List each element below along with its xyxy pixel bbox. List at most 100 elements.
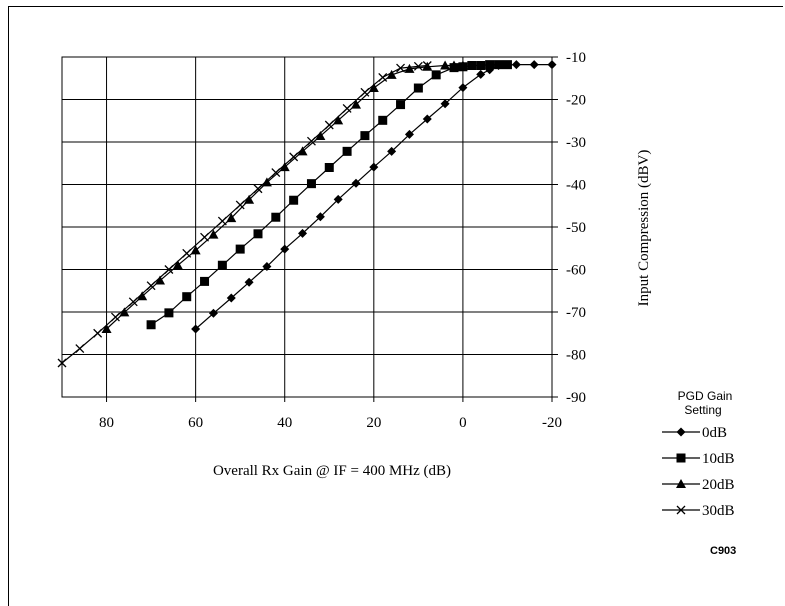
data-point-0db: [351, 178, 361, 188]
data-point-20db: [172, 260, 183, 270]
data-point-10db: [146, 320, 156, 330]
data-point-10db: [182, 292, 192, 302]
data-point-30db: [360, 87, 370, 97]
series-group: [57, 60, 557, 368]
x-marker-stroke: [93, 328, 103, 338]
legend: PGD Gain Setting 0dB 10dB 20dB 30dB: [662, 389, 735, 519]
data-point-10db: [306, 179, 316, 189]
data-point-30db: [253, 184, 263, 194]
y-axis-title: Input Compression (dBV): [636, 150, 652, 307]
x-marker-stroke: [342, 103, 352, 113]
grid: [62, 57, 552, 397]
x-marker-stroke: [128, 297, 138, 307]
data-point-0db: [333, 194, 343, 204]
data-point-30db: [422, 61, 432, 70]
data-point-10db: [378, 115, 388, 125]
legend-item-10db: 10dB: [662, 451, 735, 467]
data-point-20db: [440, 60, 451, 70]
data-point-30db: [200, 232, 210, 242]
data-point-10db: [324, 163, 334, 172]
data-point-30db: [182, 248, 192, 258]
data-point-20db: [244, 194, 255, 204]
x-marker-stroke: [200, 232, 210, 242]
x-tick-label: 80: [99, 415, 114, 431]
x-axis-title: Overall Rx Gain @ IF = 400 MHz (dB): [213, 463, 451, 479]
data-point-20db: [155, 275, 165, 285]
data-point-0db: [369, 162, 379, 172]
data-point-20db: [315, 131, 326, 141]
series-line-20db: [106, 64, 463, 330]
y-tick-label: -70: [566, 305, 586, 321]
x-marker-stroke: [217, 216, 227, 226]
x-marker-stroke: [306, 136, 316, 146]
x-marker-stroke: [271, 168, 281, 178]
data-point-20db: [208, 229, 219, 239]
data-point-0db: [476, 69, 486, 79]
legend-item-30db: 30dB: [662, 503, 735, 519]
data-point-0db: [529, 60, 539, 70]
x-marker-stroke: [146, 281, 156, 291]
x-tick-label: 60: [188, 415, 203, 431]
x-tick-label: 20: [366, 415, 381, 431]
data-point-30db: [289, 152, 299, 162]
legend-marker: [676, 505, 686, 515]
y-tick-label: -80: [566, 348, 586, 364]
data-point-10db: [476, 61, 486, 70]
y-tick-label: -20: [566, 93, 586, 109]
data-point-20db: [190, 245, 201, 255]
data-point-20db: [119, 307, 130, 317]
x-marker-stroke: [378, 72, 388, 82]
x-marker-stroke: [57, 358, 67, 368]
series-10db: [146, 60, 512, 330]
y-tick-label: -30: [566, 135, 586, 151]
x-marker-stroke: [360, 87, 370, 97]
legend-marker: [676, 453, 686, 463]
data-point-30db: [75, 344, 85, 354]
x-tick-label: -20: [542, 415, 562, 431]
data-point-20db: [457, 60, 468, 70]
data-point-10db: [253, 229, 263, 239]
x-marker-stroke: [110, 312, 120, 322]
x-marker-stroke: [324, 120, 334, 130]
data-point-30db: [93, 328, 103, 338]
data-point-10db: [360, 131, 370, 141]
legend-label: 20dB: [702, 477, 735, 493]
data-point-10db: [413, 83, 423, 93]
y-tick-label: -40: [566, 178, 586, 194]
axes: [61, 56, 558, 402]
data-point-10db: [485, 60, 495, 70]
figure-frame: [8, 6, 783, 606]
data-point-10db: [502, 60, 512, 70]
data-point-20db: [404, 63, 415, 73]
data-point-20db: [351, 99, 361, 109]
data-point-0db: [191, 324, 201, 334]
figure-code-label: C903: [710, 545, 736, 557]
data-point-0db: [387, 146, 397, 156]
data-point-30db: [128, 297, 138, 307]
data-point-0db: [458, 83, 468, 93]
data-point-30db: [342, 103, 352, 113]
data-point-10db: [467, 61, 477, 70]
data-point-10db: [396, 100, 406, 110]
x-marker-stroke: [289, 152, 299, 162]
data-point-10db: [217, 260, 227, 270]
data-point-20db: [449, 60, 459, 70]
data-point-10db: [271, 212, 281, 222]
x-tick-label: 0: [459, 415, 467, 431]
data-point-0db: [244, 277, 254, 287]
data-point-20db: [368, 83, 379, 93]
legend-label: 10dB: [702, 451, 735, 467]
legend-label: 30dB: [702, 503, 735, 519]
legend-item-20db: 20dB: [662, 477, 735, 493]
data-point-20db: [297, 146, 308, 156]
x-marker-stroke: [182, 248, 192, 258]
data-point-0db: [440, 99, 450, 109]
tick-labels: 80 60 40 20 0 -20 -10 -20 -30 -40 -50 -60 -70 -80 -90: [99, 50, 586, 431]
legend-marker: [676, 479, 686, 488]
data-point-0db: [422, 114, 432, 124]
data-point-20db: [101, 324, 112, 333]
legend-label: 0dB: [702, 425, 727, 441]
data-point-0db: [262, 262, 272, 272]
x-marker-stroke: [676, 505, 686, 515]
